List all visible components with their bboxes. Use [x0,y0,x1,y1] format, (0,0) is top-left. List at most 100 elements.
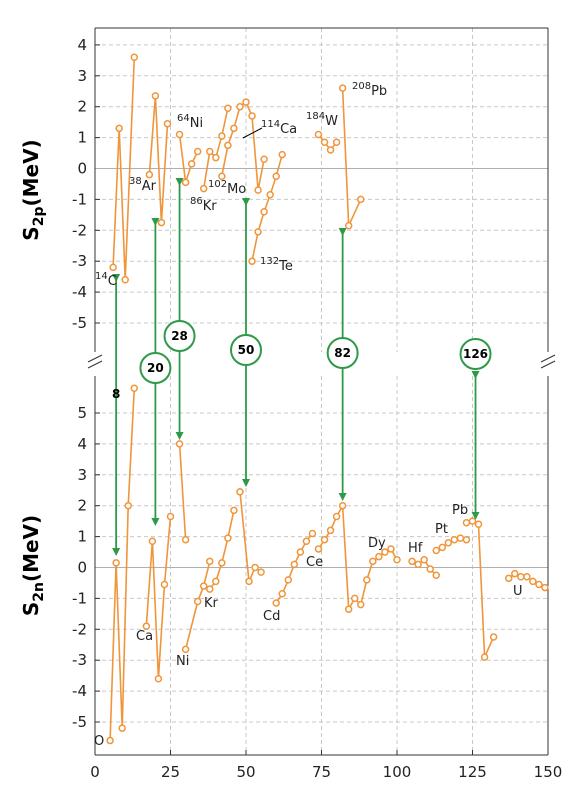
data-point [474,520,483,528]
magic-circle [230,334,262,366]
y-tick-label: -4 [72,283,87,301]
panel-s2p: -5 -4 -3 -2 -1 0 1 2 3 4 [72,28,549,352]
data-point [278,590,286,598]
data-point [344,221,353,230]
series-s2p-0 [109,53,139,284]
data-point [160,580,169,589]
data-point [224,141,232,150]
data-point [181,645,190,654]
series-line [341,88,362,227]
data-point [245,577,253,586]
series-line [251,154,283,262]
data-point [381,548,389,556]
y-tick-label: 2 [77,497,87,515]
data-point [462,535,471,544]
data-point [212,153,220,162]
x-tick-label: 50 [236,763,255,781]
data-point [387,545,395,553]
data-point [251,563,259,572]
data-point [254,186,262,194]
data-point [260,155,268,163]
data-point [332,138,341,146]
data-point [206,585,214,593]
annotation-s2p-C: 14C [95,271,117,289]
y-tick-label: -2 [72,620,87,638]
data-point [224,534,232,542]
y-axis-label-s2p: S2p(MeV) [19,139,47,240]
series-s2n-7 [314,501,401,613]
data-point [206,557,214,566]
annotation-s2p-Te: 132Te [260,256,293,274]
annotation-s2n-Pt: Pt [435,522,448,537]
axis-break-mark [87,360,103,369]
magic-label: 82 [334,346,351,360]
annotation-superscript: 14 [95,271,108,282]
series-s2n-1 [142,512,175,683]
annotation-element: Ca [280,122,297,137]
series-s2n-6 [272,529,317,607]
y-label-main: S [19,226,43,240]
annotation-s2n-U: U [513,584,523,599]
data-point [260,208,268,216]
annotation-element: Te [278,259,293,274]
annotation-s2n-Cd: Cd [263,609,280,624]
data-point [157,218,166,227]
data-point [444,539,453,547]
y-tick-label: -4 [72,682,87,700]
series-s2p-2 [175,130,202,187]
data-point [175,130,184,139]
y-label-subscript: 2n [31,582,47,602]
data-point [504,574,513,583]
series-line [239,491,262,585]
data-point [535,580,543,589]
data-point [350,594,359,603]
data-point [541,583,549,592]
data-point [272,599,280,607]
y-tick-label: 4 [77,435,87,453]
data-point [344,605,353,613]
data-point [302,537,311,545]
annotation-leader-114ca [242,127,263,139]
data-point [124,501,132,510]
annotation-superscript: 86 [190,196,203,207]
data-point [199,582,208,590]
y-label-unit: (MeV) [19,515,43,582]
magic-number-50: 50 [230,198,262,487]
data-point [320,138,329,146]
data-point [106,736,114,745]
series-s2p-7 [338,84,365,230]
data-point [230,124,238,133]
magic-circle [459,338,492,370]
magic-label: 28 [171,329,188,343]
annotation-superscript: 114 [261,119,280,130]
data-point [257,568,265,576]
annotation-superscript: 38 [129,176,142,187]
series-line [148,95,169,223]
data-point [357,600,365,609]
y-tick-label: -1 [72,190,87,208]
data-point [121,275,129,284]
annotation-s2p-Ca: 114Ca [261,119,297,137]
magic-label: 8 [112,387,120,401]
data-point [248,257,256,265]
series-s2p-5 [248,150,286,265]
data-point [218,559,226,567]
annotation-superscript: 208 [352,81,371,92]
data-point [426,565,434,573]
data-point [511,569,519,578]
annotation-s2n-Dy: Dy [368,536,386,551]
series-s2p-6 [314,130,341,154]
annotation-element: W [325,114,338,129]
data-point [338,501,347,510]
data-point [145,170,154,179]
data-point [236,488,244,496]
data-point [456,534,465,542]
y-tick-label: -5 [72,314,87,332]
data-point [284,576,293,584]
annotation-s2p-Ar: 38Ar [129,176,157,194]
axis-break-mark [87,354,103,363]
annotation-superscript: 132 [260,256,279,267]
data-point [154,674,163,683]
series-s2p-4 [218,98,268,194]
data-point [296,548,305,556]
